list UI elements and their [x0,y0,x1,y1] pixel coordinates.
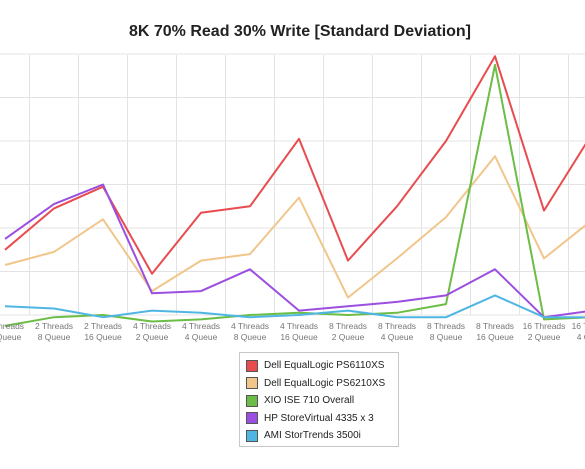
legend-entry: Dell EqualLogic PS6110XS [246,357,392,375]
x-tick-label: 2 Threads 16 Queue [84,321,122,342]
x-tick-label: 2 Threads 8 Queue [35,321,73,342]
x-tick-label: 8 Threads 8 Queue [427,321,465,342]
legend-swatch [246,429,258,442]
legend-swatch [246,359,258,372]
legend: Dell EqualLogic PS6110XS Dell EqualLogic … [239,352,399,447]
legend-swatch [246,394,258,407]
legend-swatch [246,412,258,425]
legend-entry: Dell EqualLogic PS6210XS [246,375,392,393]
series-lines [4,55,585,327]
series-line-3 [4,63,585,327]
legend-label: Dell EqualLogic PS6110XS [264,360,385,372]
series-line-4 [4,183,585,319]
legend-entry: HP StoreVirtual 4335 x 3 [246,410,392,428]
x-tick-label: 4 Threads 4 Queue [182,321,220,342]
series-line-1 [4,55,585,275]
legend-label: XIO ISE 710 Overall [264,395,355,407]
x-tick-label: 4 Threads 8 Queue [231,321,269,342]
x-tick-label: 16 Threads 2 Queue [523,321,566,342]
x-tick-label: 8 Threads 16 Queue [476,321,514,342]
legend-label: HP StoreVirtual 4335 x 3 [264,412,374,424]
series-line-5 [4,294,585,319]
x-tick-label: 4 Threads 2 Queue [133,321,171,342]
legend-swatch [246,377,258,390]
x-tick-label: 8 Threads 4 Queue [378,321,416,342]
legend-entry: XIO ISE 710 Overall [246,392,392,410]
series-line-2 [4,155,585,299]
chart-title: 8K 70% Read 30% Write [Standard Deviatio… [129,23,471,40]
gridlines [0,53,585,316]
legend-label: Dell EqualLogic PS6210XS [264,377,386,389]
legend-label: AMI StorTrends 3500i [264,430,361,442]
x-tick-label: 8 Threads 2 Queue [329,321,367,342]
legend-entry: AMI StorTrends 3500i [246,427,392,445]
x-tick-label: 4 Threads 16 Queue [280,321,318,342]
